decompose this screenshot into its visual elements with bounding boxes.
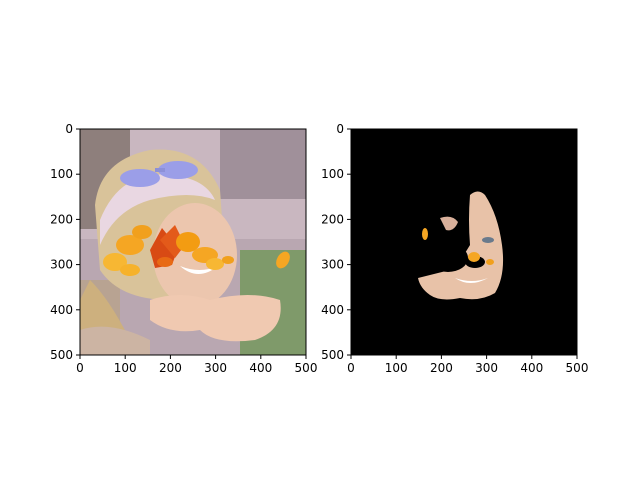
photo-ytick-label: 0 bbox=[65, 122, 73, 136]
photo-ytick-label: 200 bbox=[50, 212, 73, 226]
mask-ytick-label: 500 bbox=[321, 348, 344, 362]
mask-frame bbox=[350, 128, 578, 356]
photo-xtick-label: 0 bbox=[76, 361, 84, 375]
leaves-cluster bbox=[103, 225, 290, 276]
mask-ytick-label: 100 bbox=[321, 167, 344, 181]
photo-image bbox=[80, 129, 306, 355]
photo-xtick-label: 300 bbox=[204, 361, 227, 375]
mask-ytick-label: 200 bbox=[321, 212, 344, 226]
mask-xtick-label: 0 bbox=[347, 361, 355, 375]
photo-xtick-label: 200 bbox=[159, 361, 182, 375]
photo-ytick-label: 500 bbox=[50, 348, 73, 362]
photo-frame bbox=[79, 128, 307, 356]
photo-xtick-label: 400 bbox=[249, 361, 272, 375]
photo-ytick-label: 300 bbox=[50, 258, 73, 272]
mask-xtick-label: 300 bbox=[475, 361, 498, 375]
mask-xtick-label: 500 bbox=[566, 361, 589, 375]
photo-xtick-label: 100 bbox=[114, 361, 137, 375]
mask-xtick-label: 200 bbox=[430, 361, 453, 375]
mask-ytick-label: 400 bbox=[321, 303, 344, 317]
mask-ytick-label: 300 bbox=[321, 258, 344, 272]
photo-ytick-label: 100 bbox=[50, 167, 73, 181]
mask-image bbox=[351, 129, 577, 355]
mask-xtick-label: 100 bbox=[385, 361, 408, 375]
photo-ytick-label: 400 bbox=[50, 303, 73, 317]
photo-xtick-label: 500 bbox=[295, 361, 318, 375]
mask-ytick-label: 0 bbox=[336, 122, 344, 136]
mask-xtick-label: 400 bbox=[520, 361, 543, 375]
